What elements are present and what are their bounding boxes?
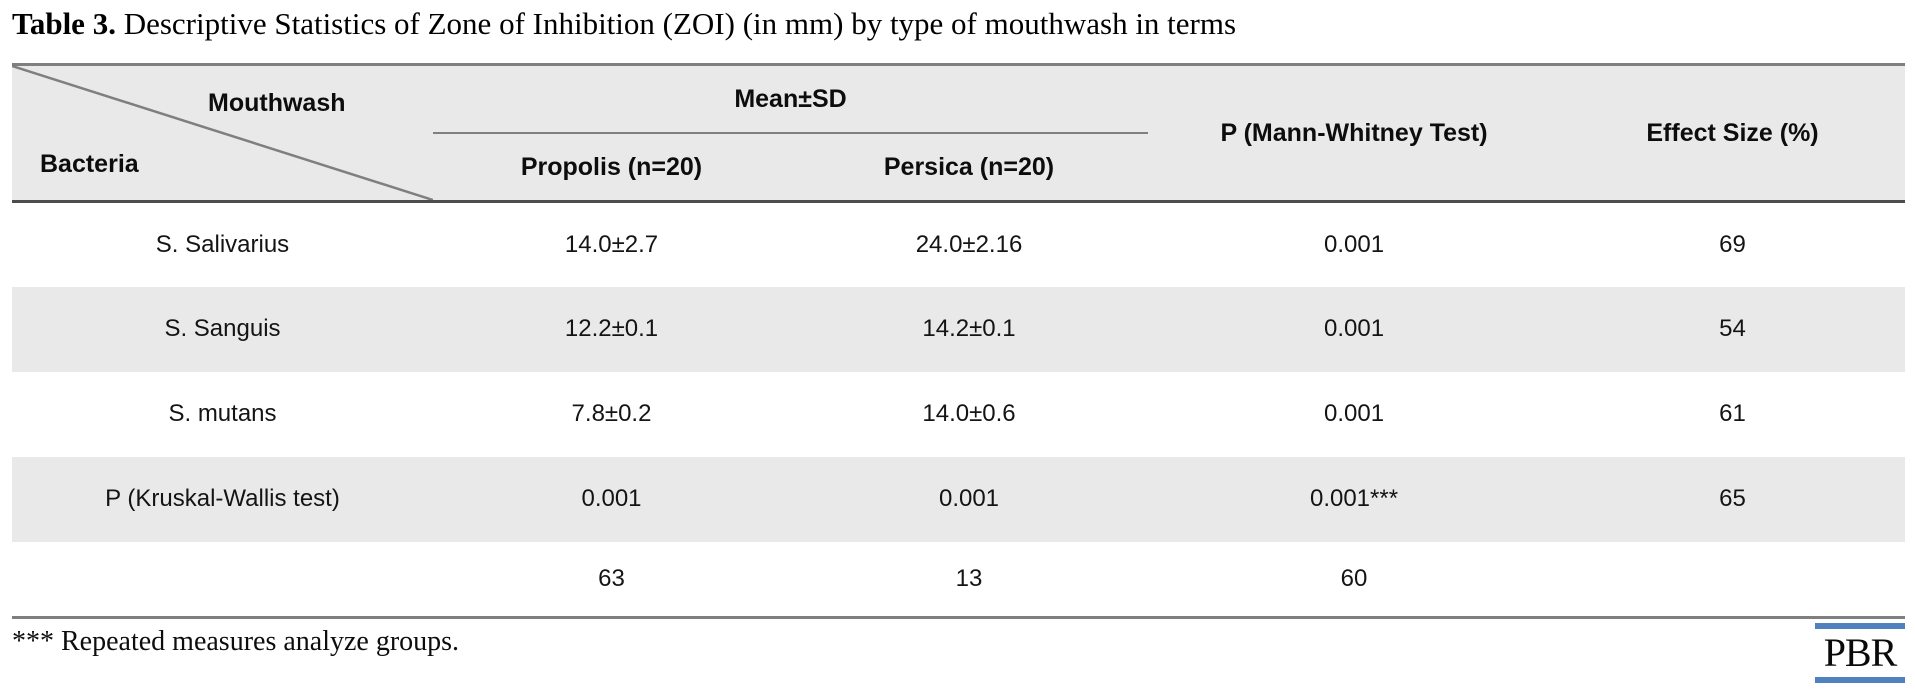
table-caption-number: Table 3. <box>12 6 116 41</box>
corner-label-bacteria: Bacteria <box>40 150 139 178</box>
diagonal-divider-line <box>12 66 433 200</box>
table-header: Mouthwash Bacteria Mean±SD P (Mann-Whitn… <box>12 64 1906 203</box>
table-row-s-salivarius: S. Salivarius 14.0±2.7 24.0±2.16 0.001 6… <box>12 201 1906 287</box>
logo-bottom-bar <box>1815 677 1905 683</box>
cell-propolis: 12.2±0.1 <box>433 286 790 372</box>
cell-persica: 24.0±2.16 <box>790 201 1149 287</box>
header-propolis: Propolis (n=20) <box>433 133 790 203</box>
cell-p-value: 0.001 <box>1148 201 1561 287</box>
cell-persica: 0.001 <box>790 456 1149 542</box>
table-caption: Table 3. Descriptive Statistics of Zone … <box>12 2 1236 46</box>
table-row-s-sanguis: S. Sanguis 12.2±0.1 14.2±0.1 0.001 54 <box>12 286 1906 372</box>
corner-header-cell: Mouthwash Bacteria <box>12 64 433 203</box>
cell-effect-size: 65 <box>1560 456 1906 542</box>
cell-persica: 14.0±0.6 <box>790 371 1149 457</box>
logo-text: PBR <box>1823 630 1898 675</box>
cell-effect-size <box>1560 541 1906 618</box>
cell-propolis: 63 <box>433 541 790 618</box>
cell-propolis: 7.8±0.2 <box>433 371 790 457</box>
table-footnote: *** Repeated measures analyze groups. <box>12 626 460 657</box>
cell-bacteria <box>12 541 433 618</box>
cell-p-value: 0.001 <box>1148 371 1561 457</box>
logo-top-bar <box>1815 623 1905 629</box>
cell-bacteria: P (Kruskal-Wallis test) <box>12 456 433 542</box>
table-row-totals: 63 13 60 <box>12 541 1906 618</box>
pbr-journal-logo: PBR <box>1815 623 1905 683</box>
cell-bacteria: S. Sanguis <box>12 286 433 372</box>
cell-p-value: 0.001*** <box>1148 456 1561 542</box>
table-row-kruskal-wallis: P (Kruskal-Wallis test) 0.001 0.001 0.00… <box>12 456 1906 542</box>
zoi-statistics-table: Mouthwash Bacteria Mean±SD P (Mann-Whitn… <box>12 63 1906 619</box>
header-persica: Persica (n=20) <box>790 133 1149 203</box>
cell-bacteria: S. Salivarius <box>12 201 433 287</box>
corner-label-mouthwash: Mouthwash <box>208 89 346 117</box>
cell-persica: 13 <box>790 541 1149 618</box>
cell-bacteria: S. mutans <box>12 371 433 457</box>
header-p-mann-whitney: P (Mann-Whitney Test) <box>1148 64 1561 203</box>
table-caption-text: Descriptive Statistics of Zone of Inhibi… <box>115 6 1237 41</box>
cell-effect-size: 69 <box>1560 201 1906 287</box>
table-row-s-mutans: S. mutans 7.8±0.2 14.0±0.6 0.001 61 <box>12 371 1906 457</box>
cell-propolis: 0.001 <box>433 456 790 542</box>
cell-effect-size: 54 <box>1560 286 1906 372</box>
cell-persica: 14.2±0.1 <box>790 286 1149 372</box>
cell-p-value: 60 <box>1148 541 1561 618</box>
cell-effect-size: 61 <box>1560 371 1906 457</box>
header-effect-size: Effect Size (%) <box>1560 64 1906 203</box>
header-mean-sd: Mean±SD <box>433 64 1149 134</box>
cell-p-value: 0.001 <box>1148 286 1561 372</box>
cell-propolis: 14.0±2.7 <box>433 201 790 287</box>
